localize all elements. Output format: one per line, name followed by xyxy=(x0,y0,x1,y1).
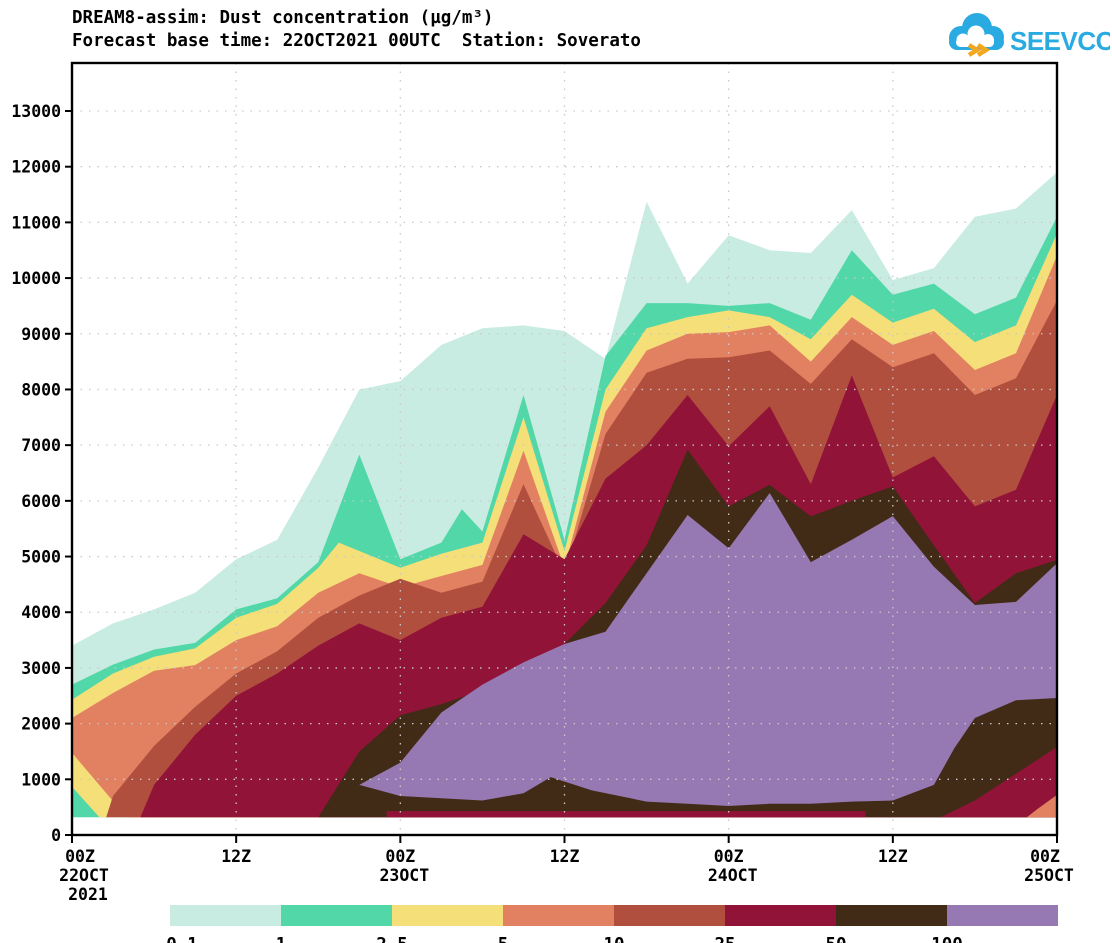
x-date-label-72: 25OCT xyxy=(1024,866,1074,885)
legend-swatch-10 xyxy=(614,905,725,926)
logo-text: SEEVCCC xyxy=(1010,26,1110,56)
chart-title: DREAM8-assim: Dust concentration (µg/m³) xyxy=(72,8,494,28)
chevron-icon xyxy=(967,43,991,57)
contour-patch-salmon-corner xyxy=(1026,794,1057,818)
y-tick-label-8000: 8000 xyxy=(21,380,61,399)
y-tick-label-12000: 12000 xyxy=(11,158,61,177)
y-tick-label-6000: 6000 xyxy=(21,492,61,511)
y-tick-label-13000: 13000 xyxy=(11,102,61,121)
contour-level-100 xyxy=(359,493,1057,806)
contour-patch-maroon-right-wedge xyxy=(940,747,1057,818)
legend-label-2.5: 2.5 xyxy=(376,935,408,943)
chart-subtitle: Forecast base time: 22OCT2021 00UTC Stat… xyxy=(72,31,641,51)
contour-patch-maroon-bottom-strip xyxy=(386,811,866,818)
y-tick-label-4000: 4000 xyxy=(21,603,61,622)
legend-label-10: 10 xyxy=(603,935,624,943)
legend-swatch-1 xyxy=(281,905,392,926)
legend-swatch-25 xyxy=(725,905,836,926)
y-tick-label-5000: 5000 xyxy=(21,548,61,567)
x-tick-label-12: 12Z xyxy=(221,847,251,866)
x-tick-label-60: 12Z xyxy=(878,847,908,866)
seevccc-logo: SEEVCCC xyxy=(949,13,1110,57)
y-tick-label-7000: 7000 xyxy=(21,436,61,455)
x-year-label-0: 2021 xyxy=(68,885,108,904)
x-date-label-48: 24OCT xyxy=(708,866,758,885)
legend-label-5: 5 xyxy=(498,935,509,943)
y-tick-label-10000: 10000 xyxy=(11,269,61,288)
x-tick-label-48: 00Z xyxy=(714,847,744,866)
legend-swatch-2.5 xyxy=(392,905,503,926)
y-tick-label-9000: 9000 xyxy=(21,325,61,344)
x-tick-label-72: 00Z xyxy=(1030,847,1060,866)
legend-label-50: 50 xyxy=(825,935,846,943)
legend-label-0.1: 0.1 xyxy=(166,935,198,943)
contour-patch-salmon-left-wedge xyxy=(72,717,107,753)
y-tick-label-2000: 2000 xyxy=(21,715,61,734)
legend-swatch-100 xyxy=(947,905,1058,926)
x-date-label-24: 23OCT xyxy=(379,866,429,885)
y-tick-label-0: 0 xyxy=(51,826,61,845)
legend-label-100: 100 xyxy=(931,935,963,943)
y-tick-label-11000: 11000 xyxy=(11,213,61,232)
x-tick-label-24: 00Z xyxy=(385,847,415,866)
legend-label-1: 1 xyxy=(276,935,287,943)
x-tick-label-0: 00Z xyxy=(65,847,95,866)
legend-swatch-5 xyxy=(503,905,614,926)
y-tick-label-3000: 3000 xyxy=(21,659,61,678)
y-tick-label-1000: 1000 xyxy=(21,770,61,789)
legend-swatch-50 xyxy=(836,905,947,926)
x-date-label-0: 22OCT xyxy=(59,866,109,885)
legend-swatch-0.1 xyxy=(170,905,281,926)
x-tick-label-36: 12Z xyxy=(550,847,580,866)
legend-label-25: 25 xyxy=(714,935,735,943)
cloud-icon xyxy=(949,13,1004,57)
